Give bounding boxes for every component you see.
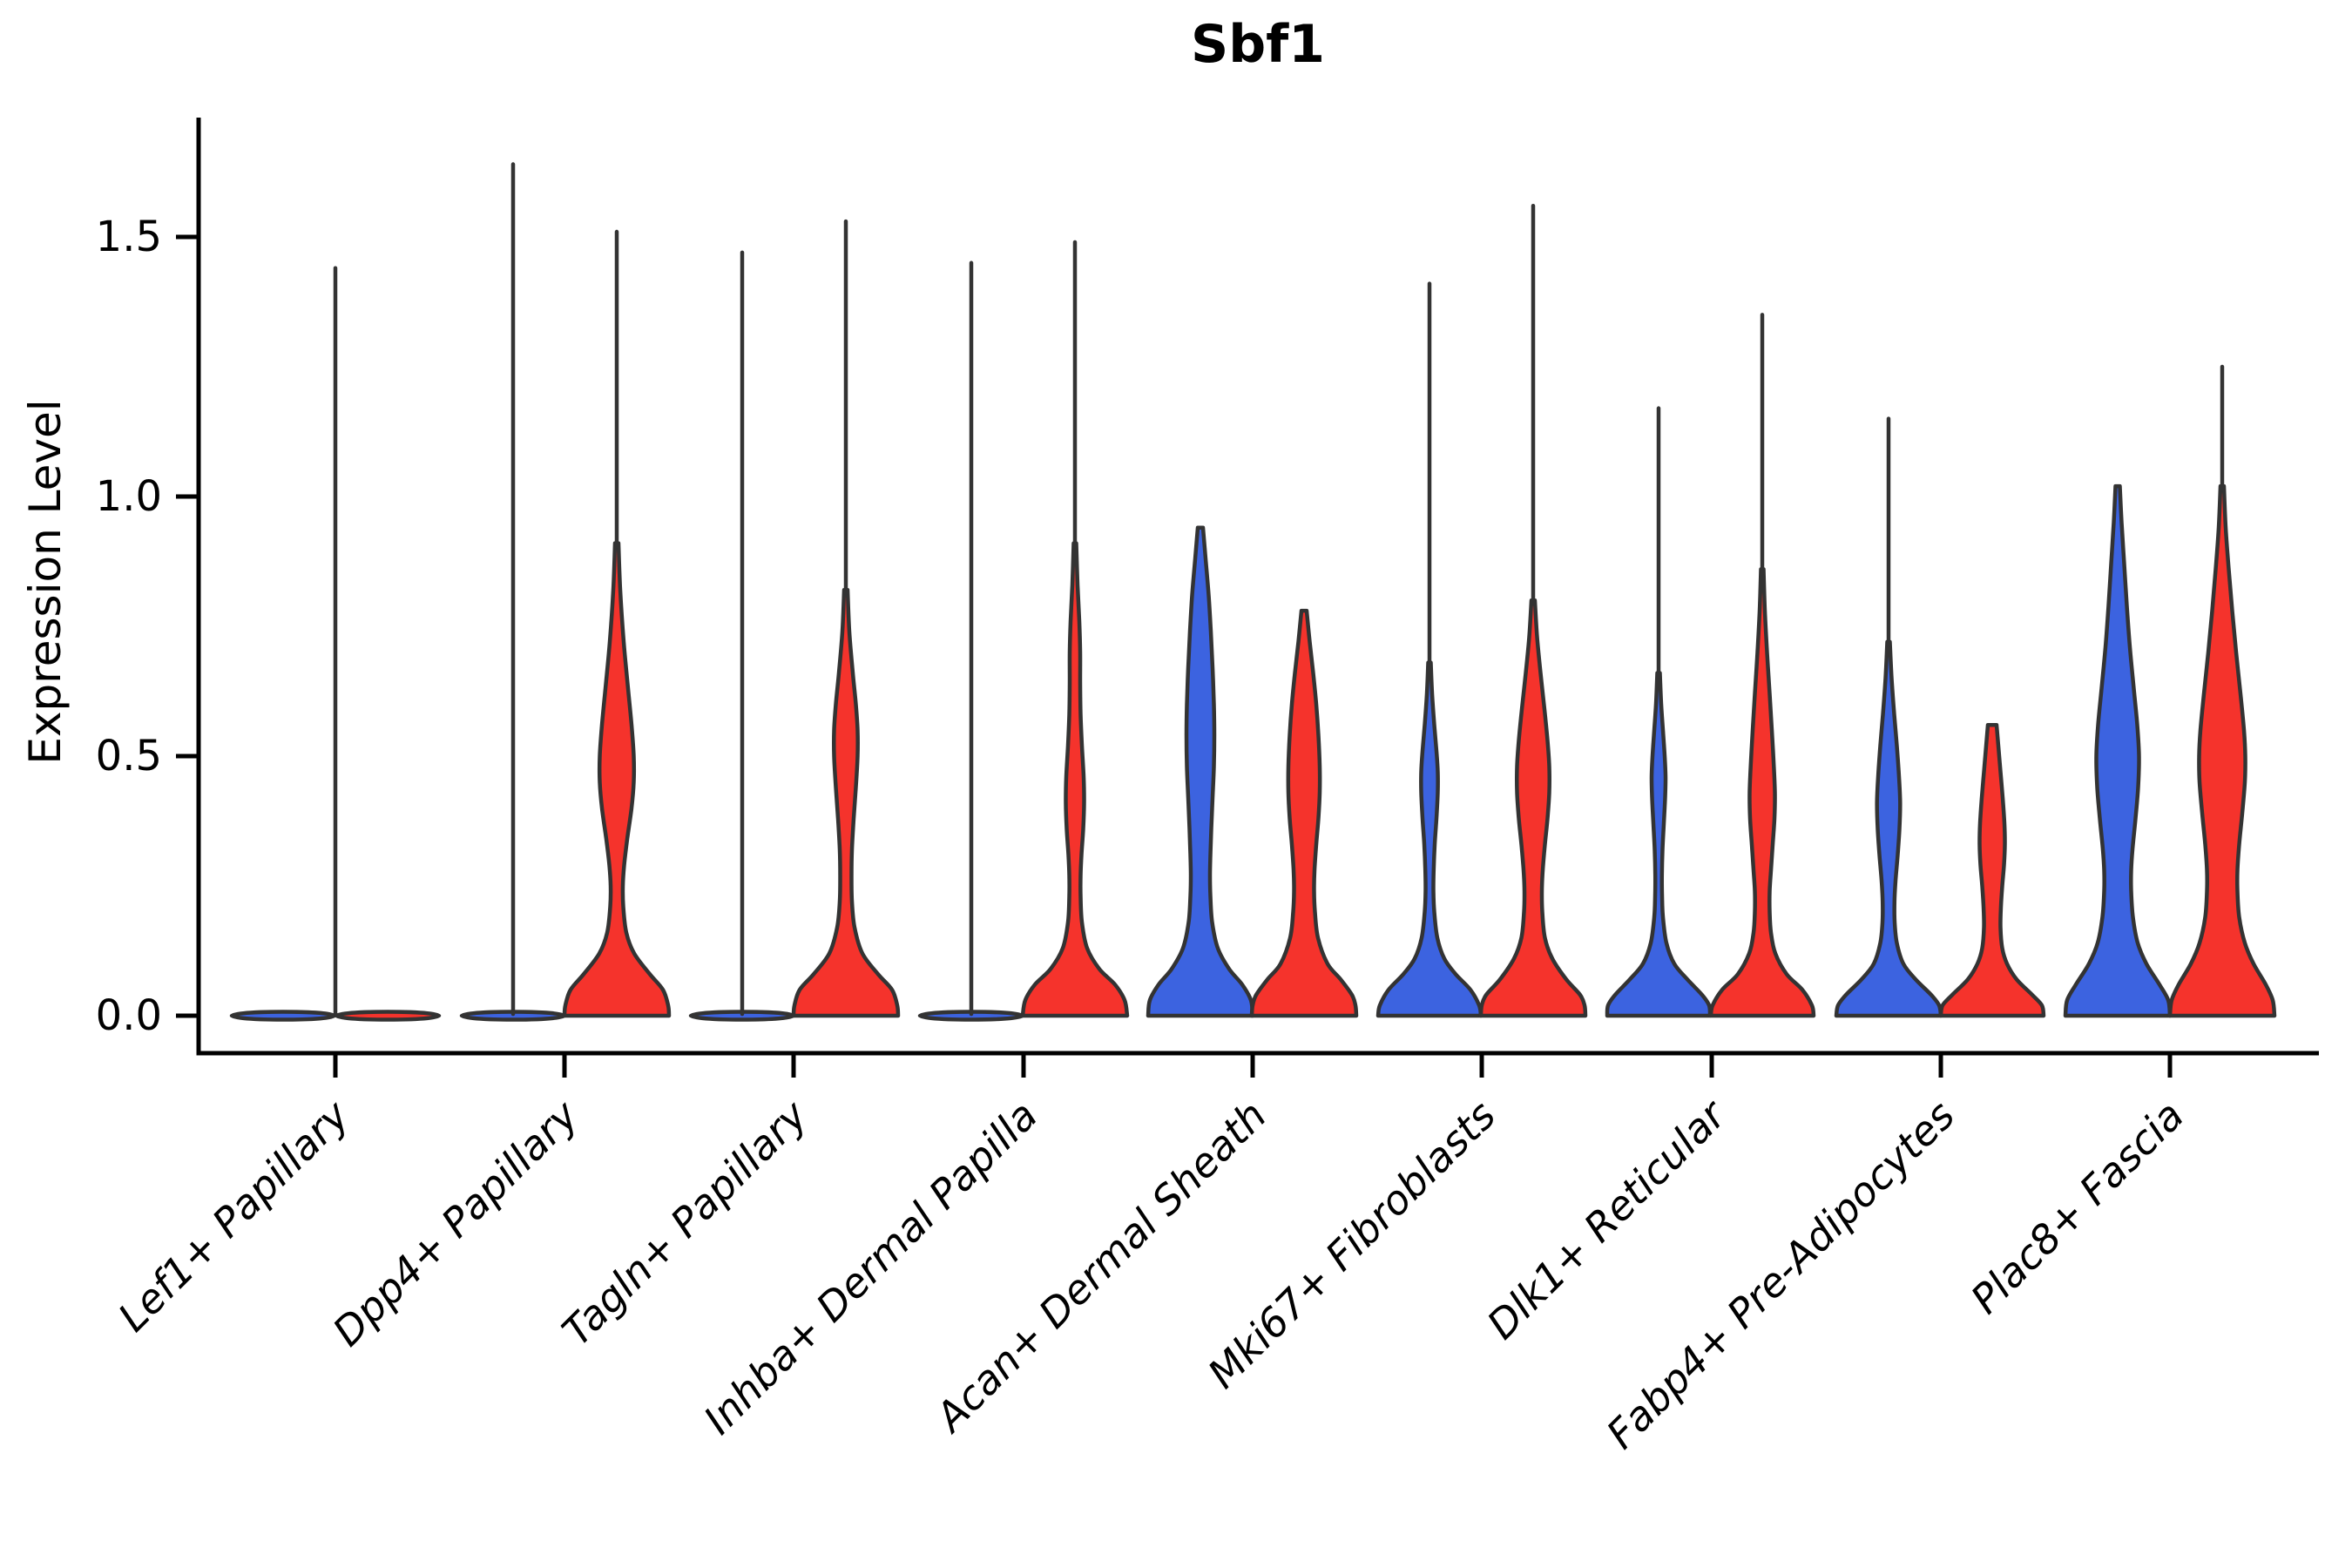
- violin-5-red-body: [1249, 608, 1359, 1018]
- violin-2-red-body: [562, 541, 672, 1018]
- y-tick-label: 1.0: [95, 472, 162, 521]
- y-tick-label: 0.0: [95, 991, 162, 1040]
- y-tick-label: 0.5: [95, 732, 162, 781]
- violin-4-red-body: [1020, 541, 1130, 1018]
- violin-5-blue-body: [1146, 525, 1255, 1018]
- violin-8-red-body: [1938, 722, 2046, 1018]
- y-tick-label: 1.5: [95, 213, 162, 261]
- violin-9-red-body: [2167, 483, 2277, 1018]
- y-axis-label: Expression Level: [20, 399, 71, 765]
- violin-9-blue-body: [2063, 483, 2173, 1018]
- violin-7-red-body: [1708, 567, 1816, 1018]
- violin-1-red-flat: [334, 1010, 442, 1022]
- violin-6-blue-body: [1375, 660, 1484, 1018]
- chart-title: Sbf1: [1190, 14, 1325, 75]
- violin-1-blue-flat: [229, 1010, 337, 1022]
- violin-8-blue-body: [1834, 639, 1943, 1018]
- violin-6-red-body: [1478, 598, 1588, 1018]
- violin-7-blue-body: [1605, 671, 1713, 1018]
- violin-3-red-body: [791, 588, 901, 1018]
